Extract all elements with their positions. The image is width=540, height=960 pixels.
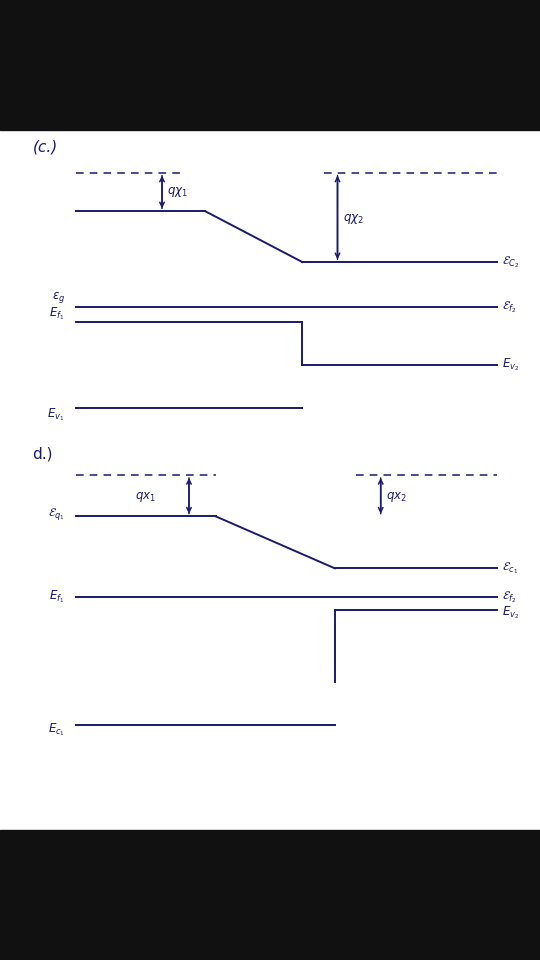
Text: $E_{f_1}$: $E_{f_1}$ [49, 305, 65, 323]
Bar [0, 0, 540, 130]
Text: $E_{f_1}$: $E_{f_1}$ [49, 588, 65, 606]
Text: d.): d.) [32, 446, 53, 462]
Text: $\mathcal{E}_{c_1}$: $\mathcal{E}_{c_1}$ [502, 561, 518, 576]
Bar [0, 830, 540, 960]
Text: $E_{v_2}$: $E_{v_2}$ [502, 604, 519, 621]
Text: $q\chi_2$: $q\chi_2$ [343, 212, 364, 226]
Text: (c.): (c.) [32, 139, 58, 155]
Text: $\mathcal{E}_{f_2}$: $\mathcal{E}_{f_2}$ [502, 300, 517, 315]
Text: $\mathcal{E}_{C_2}$: $\mathcal{E}_{C_2}$ [502, 254, 519, 270]
Text: $\mathcal{E}_{q_1}$: $\mathcal{E}_{q_1}$ [48, 506, 65, 521]
Text: $\varepsilon_g$: $\varepsilon_g$ [51, 290, 65, 305]
Text: $\mathcal{E}_{f_2}$: $\mathcal{E}_{f_2}$ [502, 589, 517, 605]
Text: $E_{v_2}$: $E_{v_2}$ [502, 356, 519, 373]
Text: $E_{v_1}$: $E_{v_1}$ [48, 406, 65, 423]
Text: $qx_1$: $qx_1$ [135, 491, 156, 504]
Text: $E_{c_1}$: $E_{c_1}$ [48, 721, 65, 738]
Text: $q\chi_1$: $q\chi_1$ [167, 185, 188, 199]
Text: $qx_2$: $qx_2$ [386, 491, 407, 504]
